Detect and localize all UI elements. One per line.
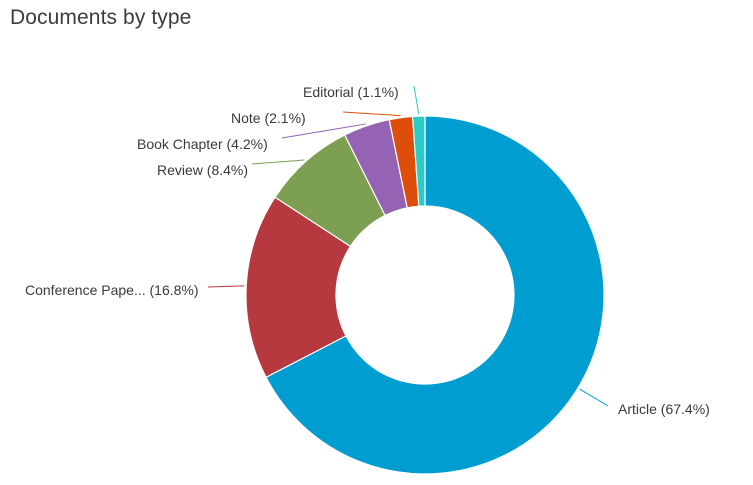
data-label-note: Note (2.1%): [231, 110, 306, 126]
slice-article[interactable]: [265, 115, 605, 475]
leader-line-note: [342, 111, 401, 117]
leader-line-conference-pape: [207, 285, 245, 288]
leader-line-article: [579, 388, 609, 407]
data-label-review: Review (8.4%): [157, 162, 248, 178]
data-label-article: Article (67.4%): [618, 401, 710, 417]
leader-line-book-chapter: [281, 123, 366, 139]
leader-line-editorial: [413, 85, 420, 115]
data-label-book-chapter: Book Chapter (4.2%): [137, 136, 268, 152]
slice-conference-pape[interactable]: [245, 196, 352, 379]
data-label-conference-pape: Conference Pape... (16.8%): [25, 282, 199, 298]
slice-editorial[interactable]: [411, 115, 426, 207]
data-label-editorial: Editorial (1.1%): [303, 84, 399, 100]
chart-title: Documents by type: [10, 6, 192, 29]
leader-line-review: [251, 159, 305, 165]
